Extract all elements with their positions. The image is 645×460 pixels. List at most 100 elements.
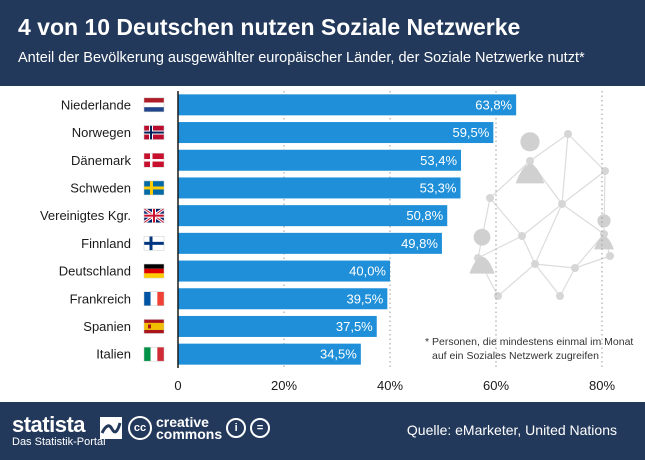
cc-text: creative commons (156, 414, 223, 442)
x-tick-label: 40% (377, 378, 403, 393)
person-icon (515, 164, 545, 184)
bar (178, 343, 361, 365)
bar-value-label: 49,8% (401, 236, 438, 251)
chart-area: 63,8% 59,5% 53,4% 53,3% 50,8% 49,8% 40,0% 39,5%… (0, 86, 645, 402)
bars: 63,8% 59,5% 53,4% 53,3% 50,8% 49,8% 40,0% 39,5%… (178, 94, 517, 365)
x-tick-label: 20% (271, 378, 297, 393)
category-label: Frankreich (70, 291, 131, 306)
network-edge (477, 197, 491, 259)
bar-value-label: 63,8% (475, 97, 512, 112)
bar-value-label: 50,8% (406, 208, 443, 223)
cc-icon: cc (128, 416, 152, 440)
category-label: Vereinigtes Kgr. (40, 208, 131, 223)
bar-value-label: 53,3% (420, 180, 457, 195)
flag-icon-fr (143, 291, 165, 306)
flag-icon-se (143, 180, 165, 196)
category-labels: Niederlande Norwegen Dänemark Schweden Verei… (40, 97, 132, 361)
bar (178, 205, 448, 227)
bar-value-label: 40,0% (349, 264, 386, 279)
person-icon (469, 256, 495, 274)
network-edge (477, 235, 523, 259)
chart-subtitle: Anteil der Bevölkerung ausgewählter euro… (18, 50, 585, 66)
flag-icon-de (143, 263, 165, 279)
network-node (494, 292, 502, 300)
category-label: Niederlande (61, 97, 131, 112)
footnote-line-2: auf ein Soziales Netzwerk zugreifen (432, 350, 599, 362)
category-label: Finnland (81, 236, 131, 251)
footnote-line-1: * Personen, die mindestens einmal im Mon… (425, 336, 633, 348)
network-edge (567, 133, 606, 172)
category-label: Spanien (83, 319, 131, 334)
network-edge (489, 197, 523, 237)
bar (178, 260, 390, 282)
statista-logo[interactable]: statista Das Statistik-Portal (12, 412, 106, 448)
network-node (571, 264, 579, 272)
person-icon (520, 132, 540, 152)
network-edge (534, 203, 563, 265)
flags (143, 97, 165, 362)
network-edge (521, 203, 563, 237)
network-edge (489, 160, 531, 199)
network-edge (534, 263, 576, 269)
network-edge (561, 203, 605, 235)
category-label: Deutschland (59, 264, 131, 279)
chart-title: 4 von 10 Deutschen nutzen Soziale Netzwe… (18, 14, 521, 40)
x-tick-label: 0 (174, 378, 181, 393)
person-icon (597, 214, 611, 228)
source-text: Quelle: eMarketer, United Nations (406, 422, 617, 438)
network-node (526, 157, 534, 165)
network-edge (534, 263, 561, 297)
person-icon (473, 228, 491, 246)
bar (178, 149, 462, 171)
network-edge (497, 263, 536, 297)
bar-value-label: 34,5% (320, 347, 357, 362)
category-label: Dänemark (71, 153, 131, 168)
flag-icon-es (143, 319, 165, 334)
network-edge (559, 267, 576, 297)
bar-value-label: 53,4% (420, 153, 457, 168)
bar (178, 232, 442, 254)
cc-text-line-1: creative (156, 414, 209, 430)
brand-tagline: Das Statistik-Portal (12, 436, 106, 448)
network-node (601, 167, 609, 175)
flag-icon-nl (143, 97, 165, 113)
flag-icon-no (143, 125, 165, 140)
bar (178, 288, 388, 310)
statista-wave-icon (100, 417, 122, 439)
network-node (486, 194, 494, 202)
flag-icon-fi (143, 236, 165, 251)
bar (178, 94, 517, 116)
flag-icon-it (143, 346, 165, 362)
no-derivatives-icon: = (250, 418, 271, 438)
brand-name: statista (12, 412, 86, 437)
social-network-illustration (469, 130, 614, 300)
bar-value-label: 39,5% (346, 291, 383, 306)
header-banner: 4 von 10 Deutschen nutzen Soziale Netzwe… (0, 0, 645, 86)
footer-banner: statista Das Statistik-Portal cc creativ… (0, 402, 645, 460)
x-tick-label: 80% (589, 378, 615, 393)
network-node (606, 252, 614, 260)
bar-chart: 63,8% 59,5% 53,4% 53,3% 50,8% 49,8% 40,0% 39,5%… (40, 91, 633, 393)
bar (178, 315, 377, 337)
network-node (558, 200, 566, 208)
network-edge (561, 170, 606, 205)
network-node (531, 260, 539, 268)
category-label: Norwegen (72, 125, 131, 140)
bar-value-label: 37,5% (336, 319, 373, 334)
attribution-icon: i (226, 418, 247, 438)
x-tick-label: 60% (483, 378, 509, 393)
category-label: Schweden (70, 180, 131, 195)
flag-icon-dk (143, 153, 165, 168)
network-node (518, 232, 526, 240)
network-edge (529, 133, 569, 162)
bar (178, 122, 494, 144)
creative-commons-badge[interactable]: cc creative commons i = (128, 414, 271, 442)
network-edge (574, 255, 611, 269)
cc-text-line-2: commons (156, 426, 223, 442)
network-node (564, 130, 572, 138)
category-label: Italien (96, 347, 131, 362)
flag-icon-gb (143, 207, 165, 224)
bar (178, 177, 461, 199)
network-edge (561, 133, 569, 205)
x-tick-labels: 0 20% 40% 60% 80% (174, 378, 615, 393)
